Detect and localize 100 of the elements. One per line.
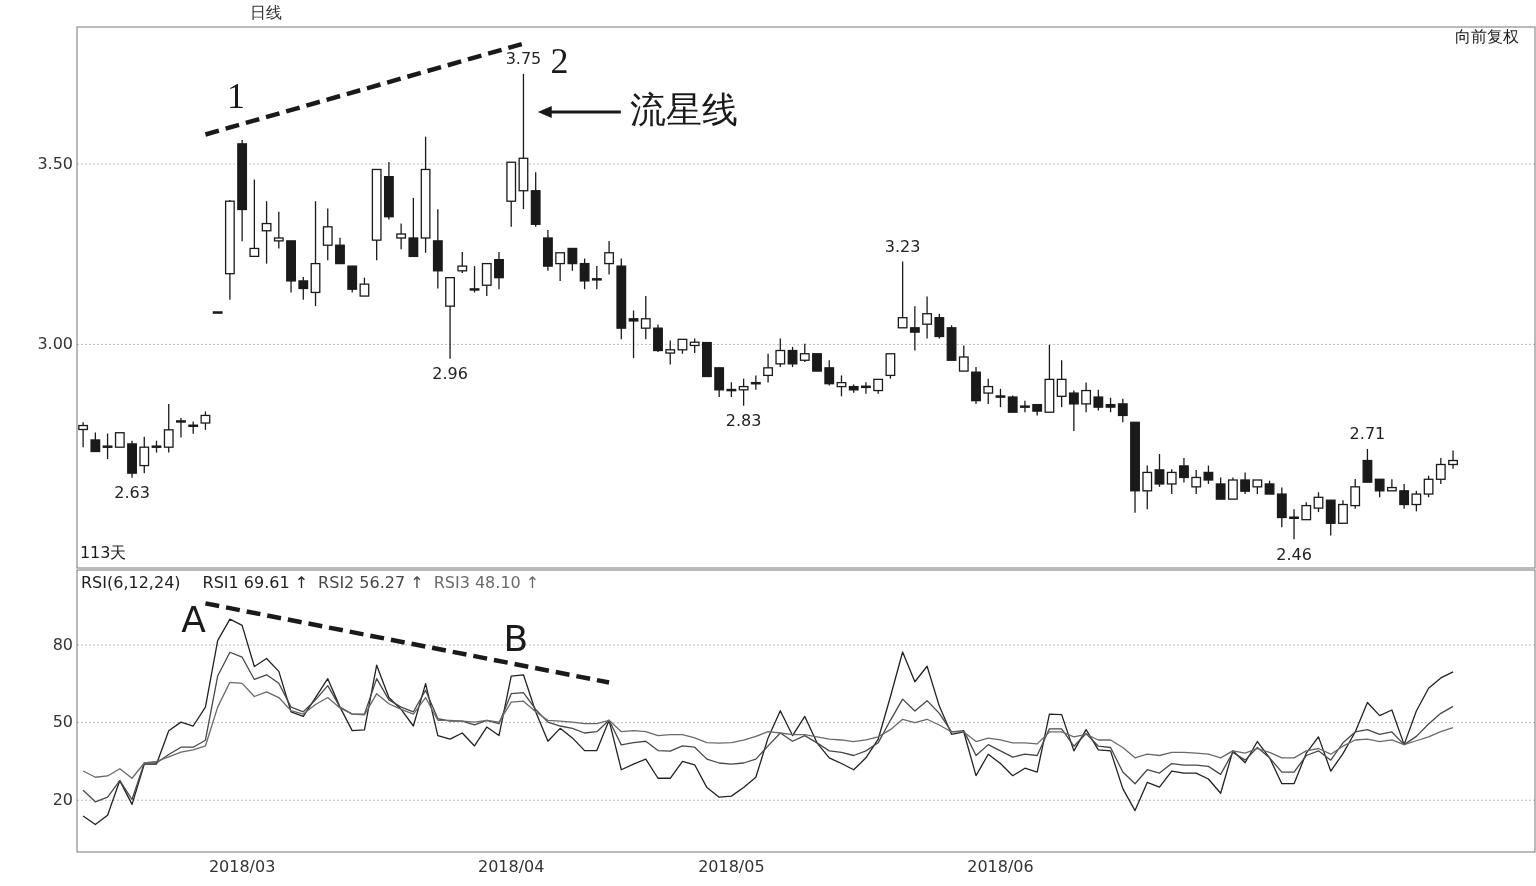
candlestick xyxy=(897,260,908,329)
candlestick xyxy=(1179,457,1189,484)
candlestick xyxy=(249,178,260,258)
text: RSI2 56.27 ↑ xyxy=(318,572,424,592)
candlestick xyxy=(359,277,370,297)
candlestick xyxy=(934,313,945,340)
candlestick xyxy=(1423,475,1434,498)
candlestick xyxy=(1289,508,1299,540)
candlestick xyxy=(555,252,566,282)
candlestick xyxy=(1350,478,1361,510)
x-tick-label: 2018/05 xyxy=(698,856,765,876)
annotation: A xyxy=(181,599,207,641)
candlestick xyxy=(1362,448,1373,483)
candlestick xyxy=(983,378,994,405)
candlestick xyxy=(640,295,651,340)
candlestick xyxy=(995,388,1006,408)
candlestick xyxy=(1325,499,1336,537)
candlestick xyxy=(1203,464,1214,485)
candlestick xyxy=(885,353,896,380)
annotation: 2.96 xyxy=(432,364,468,384)
text: RSI3 48.10 ↑ xyxy=(433,572,540,592)
candlestick xyxy=(494,251,504,290)
candlestick xyxy=(261,200,272,265)
candlestick xyxy=(1081,381,1092,413)
y-tick-label: 50 xyxy=(52,712,73,732)
annotation: 2.71 xyxy=(1349,424,1386,444)
candlestick xyxy=(1276,486,1287,528)
candlestick xyxy=(1374,478,1385,498)
annotation: 2.83 xyxy=(725,411,762,431)
annotation: 2 xyxy=(550,41,569,82)
annotation: 2.63 xyxy=(114,483,150,503)
y-tick-label: 3.50 xyxy=(37,153,73,173)
candlestick xyxy=(579,257,590,290)
chart-title: RSI(6,12,24) xyxy=(81,572,181,592)
candlestick xyxy=(298,276,309,301)
candlestick xyxy=(604,240,614,276)
candlestick xyxy=(102,432,113,460)
candlestick xyxy=(1240,471,1251,495)
annotation: 向前复权 xyxy=(1454,27,1519,47)
line-series xyxy=(82,681,1454,779)
candlestick xyxy=(1093,389,1104,412)
candlestick xyxy=(763,353,774,384)
annotation: B xyxy=(503,617,529,659)
candlestick xyxy=(665,339,676,366)
candlestick xyxy=(1338,499,1348,524)
candlestick xyxy=(1448,449,1458,470)
candlestick xyxy=(1215,476,1226,500)
candlestick xyxy=(787,346,798,368)
y-tick-label: 20 xyxy=(52,789,73,809)
candlestick xyxy=(335,236,345,265)
annotation: 113天 xyxy=(79,543,127,563)
candlestick xyxy=(78,421,89,448)
candlestick xyxy=(1166,468,1177,495)
candlestick xyxy=(1020,400,1030,413)
chart-subtitle: 日线 xyxy=(250,2,282,22)
candlestick xyxy=(628,309,639,359)
x-tick-label: 2018/04 xyxy=(477,856,545,876)
candlestick xyxy=(1411,490,1422,513)
candlestick xyxy=(273,211,284,250)
candlestick xyxy=(139,436,150,474)
candlestick xyxy=(958,344,969,372)
candlestick xyxy=(90,431,101,453)
candlestick xyxy=(1399,483,1410,510)
candlestick xyxy=(1386,478,1397,492)
candlestick xyxy=(799,343,810,363)
candlestick xyxy=(163,403,174,454)
candlestick xyxy=(591,265,602,290)
candlestick xyxy=(567,247,578,272)
candlestick xyxy=(347,265,358,294)
candlestick xyxy=(408,197,419,258)
candlestick xyxy=(481,262,492,297)
candlestick xyxy=(200,410,211,431)
y-tick-label: 3.00 xyxy=(37,333,73,353)
candlestick xyxy=(176,417,186,439)
candlestick xyxy=(1227,476,1238,500)
candlestick xyxy=(824,359,835,387)
candlestick xyxy=(1142,464,1153,510)
candlestick xyxy=(469,265,480,294)
annotation: 2.46 xyxy=(1276,544,1312,564)
candlestick xyxy=(909,305,920,352)
y-tick-label: 80 xyxy=(52,634,73,654)
candlestick xyxy=(457,251,468,274)
candlestick xyxy=(1435,457,1446,485)
candlestick xyxy=(1191,469,1202,495)
candlestick xyxy=(922,295,933,340)
candlestick xyxy=(714,367,725,398)
annotation: 1 xyxy=(226,76,245,117)
line-series xyxy=(82,651,1454,803)
annotation: 3.23 xyxy=(884,236,921,256)
candlestick xyxy=(1117,398,1128,423)
candlestick xyxy=(653,323,663,353)
candlestick xyxy=(836,374,847,397)
candlestick xyxy=(738,378,749,407)
x-tick-label: 2018/03 xyxy=(208,856,276,876)
candlestick xyxy=(1313,491,1324,513)
candlestick xyxy=(1068,389,1079,432)
candlestick xyxy=(322,207,333,261)
annotation: 流星线 xyxy=(629,88,738,130)
candlestick xyxy=(1154,453,1165,488)
x-tick-label: 2018/06 xyxy=(967,856,1034,876)
